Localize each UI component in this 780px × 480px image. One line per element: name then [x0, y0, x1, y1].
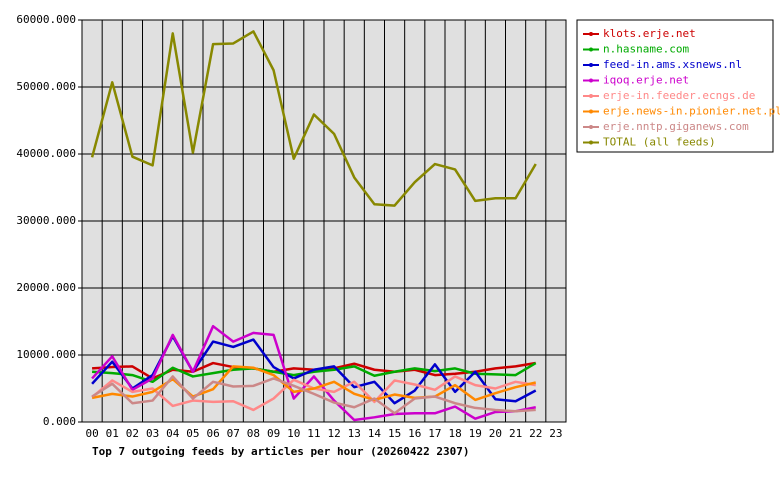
x-tick-label: 22	[529, 427, 542, 440]
plot-frame	[81, 19, 567, 423]
x-tick-label: 08	[247, 427, 260, 440]
legend-label: iqoq.erje.net	[603, 74, 689, 87]
x-tick-label: 17	[428, 427, 441, 440]
x-tick-label: 20	[489, 427, 502, 440]
x-tick-label: 03	[146, 427, 159, 440]
x-tick-label: 19	[469, 427, 482, 440]
legend-marker	[589, 78, 593, 83]
x-tick-label: 11	[307, 427, 320, 440]
y-tick-label: 20000.000	[16, 281, 76, 294]
x-tick-label: 21	[509, 427, 522, 440]
x-tick-label: 12	[327, 427, 340, 440]
legend-label: n.hasname.com	[603, 43, 689, 56]
x-tick-label: 15	[388, 427, 401, 440]
legend-marker	[589, 63, 593, 67]
legend-label: feed-in.ams.xsnews.nl	[603, 58, 742, 71]
legend-marker	[589, 47, 593, 52]
y-tick-label: 60000.000	[16, 13, 76, 26]
x-tick-label: 13	[348, 427, 361, 440]
x-tick-label: 14	[368, 427, 382, 440]
y-tick-label: 10000.000	[16, 348, 76, 361]
chart-title: Top 7 outgoing feeds by articles per hou…	[92, 445, 470, 458]
x-tick-label: 16	[408, 427, 421, 440]
y-tick-label: 0.000	[43, 415, 76, 428]
x-tick-label: 04	[166, 427, 180, 440]
legend-marker	[589, 109, 593, 114]
x-tick-label: 01	[106, 427, 119, 440]
legend-label: erje.nntp.giganews.com	[603, 120, 749, 133]
legend-box	[576, 19, 774, 153]
y-tick-label: 40000.000	[16, 147, 76, 160]
x-tick-label: 06	[206, 427, 219, 440]
y-tick-label: 50000.000	[16, 80, 76, 93]
legend-marker	[589, 125, 593, 129]
legend-label: erje.news-in.pionier.net.pl	[603, 105, 780, 118]
x-tick-label: 23	[549, 427, 562, 440]
legend-marker	[589, 140, 593, 145]
x-tick-label: 02	[126, 427, 139, 440]
series-line	[91, 324, 536, 422]
legend-marker	[589, 32, 593, 36]
legend-label: klots.erje.net	[603, 27, 696, 40]
x-tick-label: 05	[186, 427, 199, 440]
y-tick-label: 30000.000	[16, 214, 76, 227]
x-tick-label: 18	[448, 427, 461, 440]
x-tick-label: 09	[267, 427, 280, 440]
legend-marker	[589, 94, 593, 98]
x-tick-label: 00	[85, 427, 98, 440]
series-line	[90, 30, 537, 207]
series-line	[92, 361, 537, 384]
series-line	[91, 375, 536, 415]
legend-label: erje-in.feeder.ecngs.de	[603, 89, 755, 102]
legend-label: TOTAL (all feeds)	[603, 136, 716, 149]
x-tick-label: 10	[287, 427, 300, 440]
x-tick-label: 07	[227, 427, 240, 440]
